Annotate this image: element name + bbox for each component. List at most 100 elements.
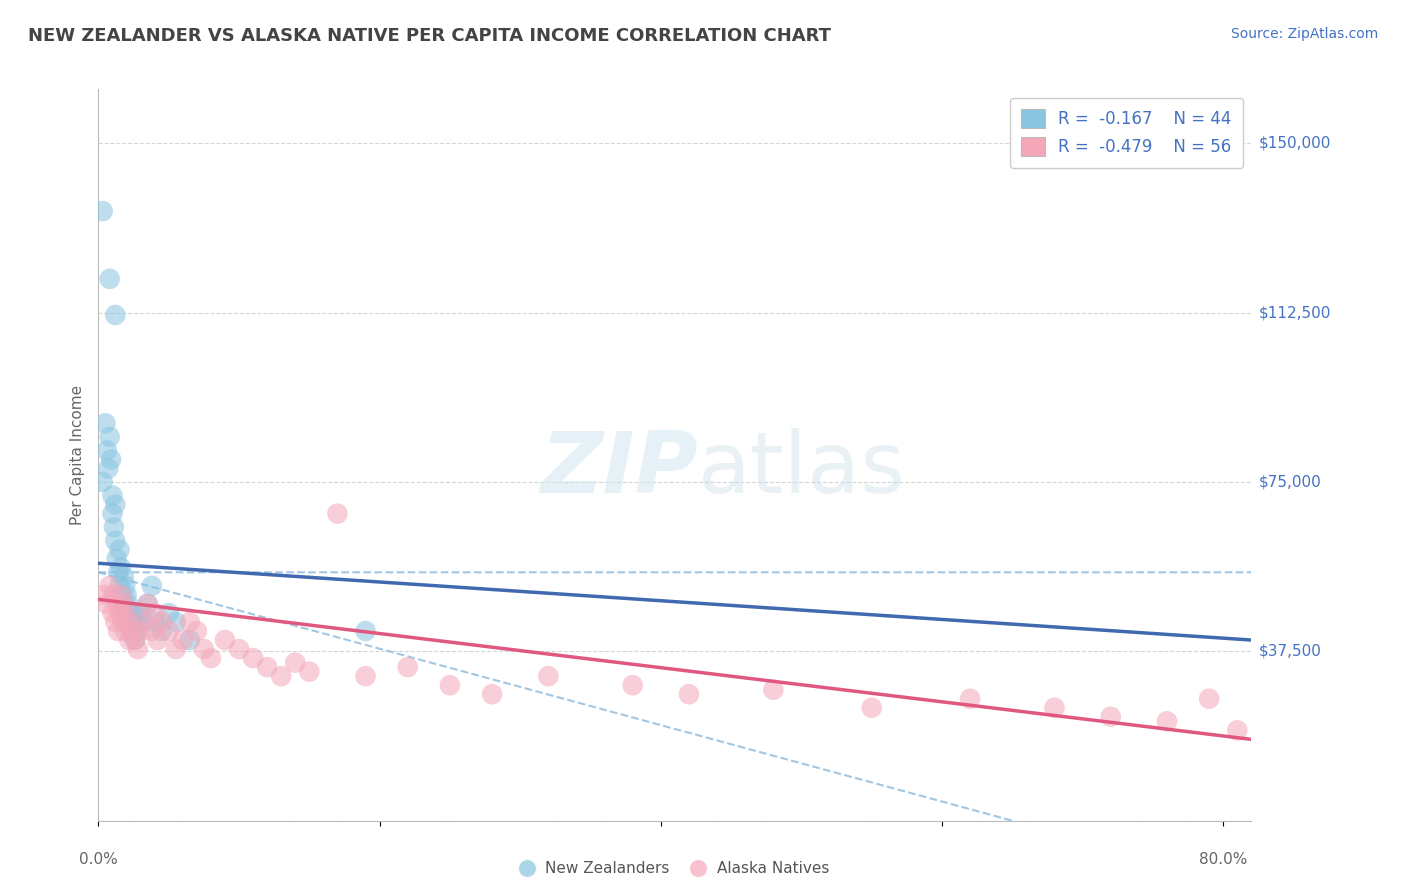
Point: [298, 665, 321, 679]
Point: [127, 624, 149, 638]
Point: [107, 566, 129, 580]
Point: [537, 669, 560, 683]
Point: [762, 682, 785, 697]
Point: [678, 687, 700, 701]
Text: $112,500: $112,500: [1258, 305, 1330, 320]
Point: [112, 570, 135, 584]
Point: [179, 615, 201, 629]
Point: [100, 452, 122, 467]
Point: [136, 597, 159, 611]
Point: [129, 606, 152, 620]
Point: [108, 579, 131, 593]
Point: [165, 642, 187, 657]
Point: [114, 624, 136, 638]
Point: [91, 204, 114, 219]
Point: [101, 606, 124, 620]
Point: [98, 579, 121, 593]
Point: [186, 624, 208, 638]
Point: [93, 588, 115, 602]
Point: [228, 642, 250, 657]
Point: [959, 691, 981, 706]
Point: [132, 615, 155, 629]
Point: [96, 597, 118, 611]
Point: [200, 651, 222, 665]
Point: [105, 597, 128, 611]
Point: [256, 660, 278, 674]
Point: [172, 633, 194, 648]
Point: [104, 533, 127, 548]
Text: Source: ZipAtlas.com: Source: ZipAtlas.com: [1230, 27, 1378, 41]
Point: [118, 633, 141, 648]
Point: [129, 624, 152, 638]
Point: [97, 461, 120, 475]
Point: [112, 597, 135, 611]
Point: [111, 615, 134, 629]
Point: [94, 417, 117, 431]
Point: [439, 678, 461, 692]
Point: [103, 588, 125, 602]
Point: [157, 606, 180, 620]
Point: [141, 579, 163, 593]
Point: [114, 579, 136, 593]
Point: [124, 633, 146, 648]
Point: [143, 606, 166, 620]
Point: [118, 606, 141, 620]
Point: [124, 633, 146, 648]
Point: [114, 606, 136, 620]
Point: [121, 624, 143, 638]
Point: [108, 542, 131, 557]
Point: [108, 606, 131, 620]
Point: [141, 624, 163, 638]
Legend: New Zealanders, Alaska Natives: New Zealanders, Alaska Natives: [515, 855, 835, 882]
Point: [1226, 723, 1249, 738]
Point: [111, 588, 134, 602]
Point: [214, 633, 236, 648]
Point: [1198, 691, 1220, 706]
Text: ZIP: ZIP: [540, 428, 697, 511]
Text: NEW ZEALANDER VS ALASKA NATIVE PER CAPITA INCOME CORRELATION CHART: NEW ZEALANDER VS ALASKA NATIVE PER CAPIT…: [28, 27, 831, 45]
Point: [104, 498, 127, 512]
Point: [101, 507, 124, 521]
Point: [136, 597, 159, 611]
Point: [621, 678, 644, 692]
Point: [104, 308, 127, 322]
Point: [121, 624, 143, 638]
Point: [354, 624, 377, 638]
Point: [481, 687, 503, 701]
Point: [150, 624, 173, 638]
Text: atlas: atlas: [697, 428, 905, 511]
Point: [98, 430, 121, 444]
Point: [103, 520, 125, 534]
Point: [101, 489, 124, 503]
Point: [120, 615, 142, 629]
Point: [117, 597, 139, 611]
Text: $37,500: $37,500: [1258, 644, 1322, 659]
Point: [91, 475, 114, 489]
Point: [125, 615, 148, 629]
Point: [127, 642, 149, 657]
Point: [242, 651, 264, 665]
Point: [96, 443, 118, 458]
Point: [179, 633, 201, 648]
Point: [150, 615, 173, 629]
Point: [193, 642, 215, 657]
Point: [110, 588, 132, 602]
Text: $75,000: $75,000: [1258, 475, 1322, 490]
Point: [143, 615, 166, 629]
Point: [284, 656, 307, 670]
Point: [1043, 700, 1066, 714]
Point: [396, 660, 419, 674]
Point: [107, 624, 129, 638]
Point: [105, 551, 128, 566]
Text: 0.0%: 0.0%: [79, 852, 118, 867]
Point: [354, 669, 377, 683]
Point: [122, 606, 145, 620]
Point: [860, 700, 883, 714]
Point: [326, 507, 349, 521]
Point: [132, 615, 155, 629]
Point: [165, 615, 187, 629]
Text: $150,000: $150,000: [1258, 136, 1330, 151]
Point: [1099, 710, 1122, 724]
Point: [115, 606, 138, 620]
Y-axis label: Per Capita Income: Per Capita Income: [70, 384, 86, 525]
